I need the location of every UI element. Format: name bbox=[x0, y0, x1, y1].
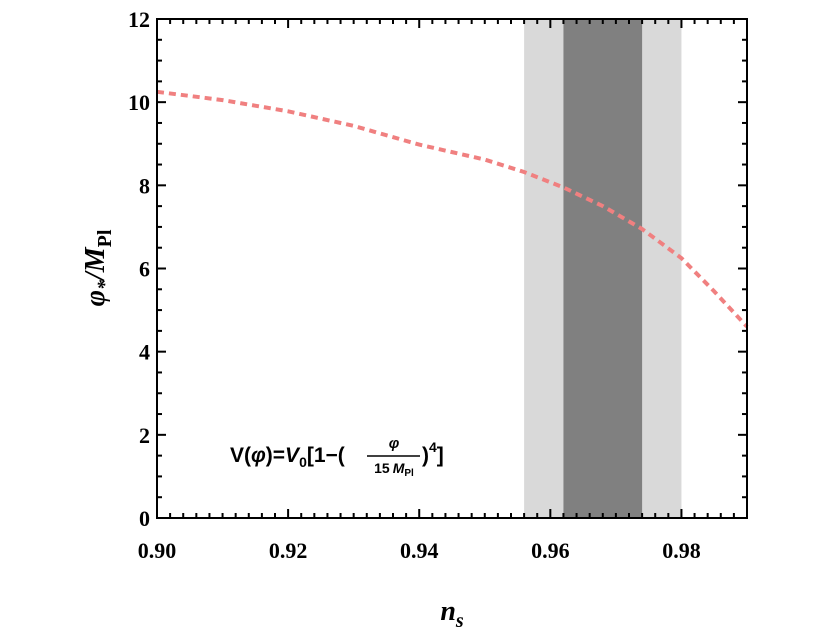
y-axis-title-mid: /M bbox=[80, 246, 111, 282]
x-tick-label: 0.96 bbox=[531, 538, 570, 563]
y-tick-labels: 0 2 4 6 8 10 12 bbox=[128, 7, 150, 531]
y-tick-label: 8 bbox=[139, 173, 150, 198]
y-tick-label: 12 bbox=[128, 7, 150, 32]
x-tick-label: 0.98 bbox=[662, 538, 701, 563]
annotation-frac-den-m: M bbox=[393, 460, 405, 476]
y-axis-title-sub2: Pl bbox=[94, 229, 116, 247]
y-axis-title: φ*/MPl bbox=[80, 229, 116, 306]
y-axis-title-main: φ bbox=[80, 290, 111, 306]
y-tick-label: 10 bbox=[128, 90, 150, 115]
annotation-power: 4 bbox=[429, 439, 437, 455]
y-tick-label: 2 bbox=[139, 423, 150, 448]
x-axis-title-sub: s bbox=[455, 610, 464, 632]
annotation-v: V bbox=[285, 444, 301, 467]
x-tick-label: 0.92 bbox=[269, 538, 308, 563]
annotation-right: )4] bbox=[422, 439, 444, 467]
x-axis-title-main: n bbox=[440, 596, 456, 627]
annotation-lhs-phi: φ bbox=[251, 444, 266, 467]
y-tick-label: 6 bbox=[139, 257, 150, 282]
annotation-frac-den: 15 MPl bbox=[374, 460, 414, 479]
annotation-bracket-close: ] bbox=[437, 444, 444, 467]
confidence-bands bbox=[524, 19, 682, 518]
potential-annotation: V(φ)=V0[1−( φ 15 MPl )4] bbox=[230, 435, 444, 479]
annotation-frac-den-a: 15 bbox=[374, 460, 390, 476]
y-tick-label: 0 bbox=[139, 506, 150, 531]
y-tick-label: 4 bbox=[139, 340, 150, 365]
annotation-bracket-open: [1−( bbox=[307, 444, 345, 467]
annotation-left: V(φ)=V0[1−( bbox=[230, 444, 345, 470]
x-tick-label: 0.94 bbox=[400, 538, 439, 563]
y-axis-title-sub: * bbox=[94, 279, 116, 290]
annotation-lhs-b: )= bbox=[266, 444, 285, 467]
annotation-lhs-a: V( bbox=[230, 444, 251, 467]
x-tick-labels: 0.90 0.92 0.94 0.96 0.98 bbox=[138, 538, 701, 563]
annotation-frac-num: φ bbox=[389, 435, 400, 452]
x-tick-label: 0.90 bbox=[138, 538, 177, 563]
series-group bbox=[156, 89, 749, 329]
x-axis-title: ns bbox=[440, 596, 464, 632]
plot-frame bbox=[156, 18, 748, 519]
band-inner bbox=[563, 19, 643, 518]
annotation-close: ) bbox=[422, 444, 429, 467]
annotation-v-sub: 0 bbox=[299, 454, 307, 470]
annotation-frac-den-sub: Pl bbox=[404, 468, 414, 479]
series-line-0 bbox=[156, 89, 749, 329]
